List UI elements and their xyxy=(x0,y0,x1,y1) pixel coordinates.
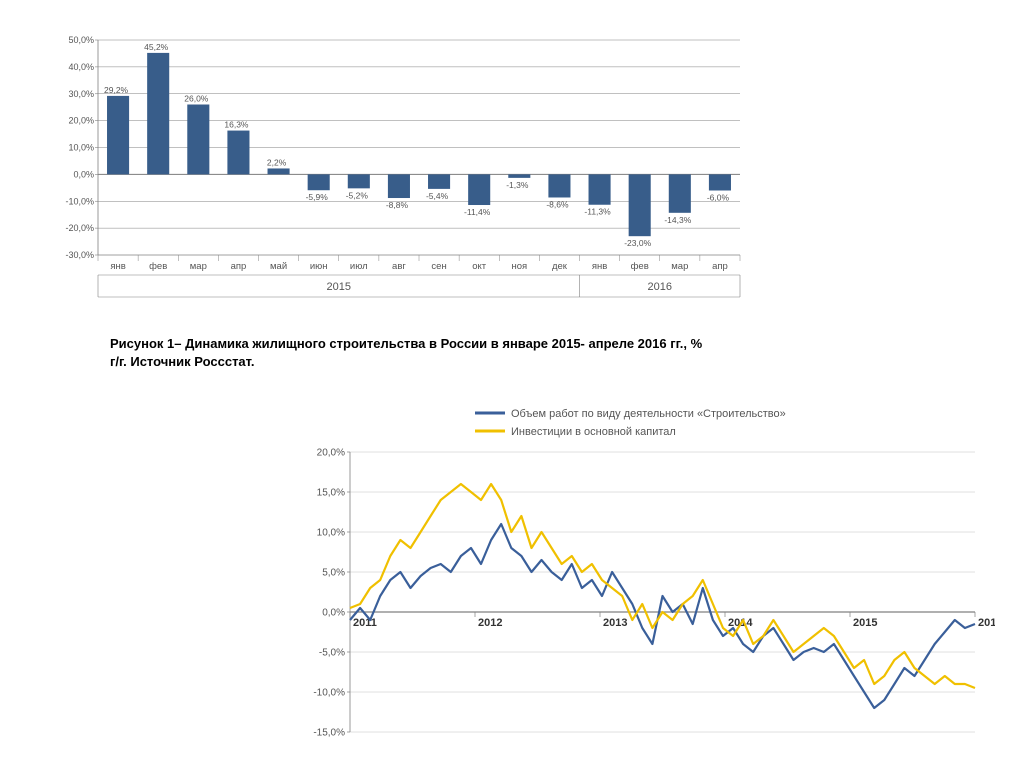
svg-text:ноя: ноя xyxy=(511,261,527,272)
svg-text:2012: 2012 xyxy=(478,617,502,629)
svg-text:29,2%: 29,2% xyxy=(104,85,129,95)
svg-text:мар: мар xyxy=(671,261,688,272)
svg-text:-14,3%: -14,3% xyxy=(664,215,691,225)
svg-text:апр: апр xyxy=(712,261,728,272)
svg-text:-11,3%: -11,3% xyxy=(584,207,611,217)
line-chart: Объем работ по виду деятельности «Строит… xyxy=(295,400,995,750)
svg-text:16,3%: 16,3% xyxy=(224,120,249,130)
svg-text:20,0%: 20,0% xyxy=(317,448,345,459)
svg-text:-5,9%: -5,9% xyxy=(306,192,329,202)
svg-text:июл: июл xyxy=(350,261,368,272)
svg-text:10,0%: 10,0% xyxy=(68,143,94,153)
svg-text:2,2%: 2,2% xyxy=(267,157,287,167)
svg-text:авг: авг xyxy=(392,261,406,272)
bar-chart: -30,0% -20,0% -10,0% 0,0% 10,0% 20,0% 30,0% 40,… xyxy=(50,30,750,310)
svg-text:сен: сен xyxy=(431,261,446,272)
svg-text:5,0%: 5,0% xyxy=(322,568,345,579)
svg-text:0,0%: 0,0% xyxy=(73,169,94,179)
svg-text:30,0%: 30,0% xyxy=(68,89,94,99)
svg-text:Инвестиции в основной капитал: Инвестиции в основной капитал xyxy=(511,426,676,438)
svg-text:-11,4%: -11,4% xyxy=(464,207,491,217)
svg-text:-30,0%: -30,0% xyxy=(65,250,94,260)
svg-text:2016: 2016 xyxy=(648,281,672,293)
svg-text:Объем работ по виду деятельнос: Объем работ по виду деятельности «Строит… xyxy=(511,408,786,420)
svg-text:-6,0%: -6,0% xyxy=(707,193,730,203)
svg-text:май: май xyxy=(270,261,287,272)
svg-text:-8,8%: -8,8% xyxy=(386,200,409,210)
svg-text:янв: янв xyxy=(110,261,125,272)
svg-text:мар: мар xyxy=(190,261,207,272)
svg-text:окт: окт xyxy=(472,261,487,272)
svg-text:2016: 2016 xyxy=(978,617,995,629)
svg-text:-10,0%: -10,0% xyxy=(313,688,345,699)
svg-text:-5,4%: -5,4% xyxy=(426,191,449,201)
svg-text:-5,0%: -5,0% xyxy=(319,648,345,659)
svg-text:15,0%: 15,0% xyxy=(317,488,345,499)
svg-text:45,2%: 45,2% xyxy=(144,42,169,52)
svg-text:дек: дек xyxy=(552,261,568,272)
svg-text:-10,0%: -10,0% xyxy=(65,196,94,206)
svg-text:фев: фев xyxy=(631,261,649,272)
svg-text:фев: фев xyxy=(149,261,167,272)
svg-text:-5,2%: -5,2% xyxy=(346,190,369,200)
svg-text:0,0%: 0,0% xyxy=(322,608,345,619)
svg-text:2011: 2011 xyxy=(353,617,377,629)
svg-text:2015: 2015 xyxy=(853,617,877,629)
svg-text:-15,0%: -15,0% xyxy=(313,728,345,739)
svg-text:26,0%: 26,0% xyxy=(184,94,209,104)
svg-text:10,0%: 10,0% xyxy=(317,528,345,539)
svg-text:-23,0%: -23,0% xyxy=(624,238,651,248)
svg-text:-1,3%: -1,3% xyxy=(506,180,529,190)
svg-text:-20,0%: -20,0% xyxy=(65,223,94,233)
svg-text:июн: июн xyxy=(310,261,328,272)
svg-text:50,0%: 50,0% xyxy=(68,35,94,45)
svg-text:апр: апр xyxy=(231,261,247,272)
svg-text:-8,6%: -8,6% xyxy=(546,199,569,209)
svg-text:40,0%: 40,0% xyxy=(68,62,94,72)
svg-text:2013: 2013 xyxy=(603,617,627,629)
svg-text:20,0%: 20,0% xyxy=(68,116,94,126)
svg-text:2015: 2015 xyxy=(327,281,351,293)
figure-caption: Рисунок 1– Динамика жилищного строительс… xyxy=(110,335,710,371)
svg-text:янв: янв xyxy=(592,261,607,272)
